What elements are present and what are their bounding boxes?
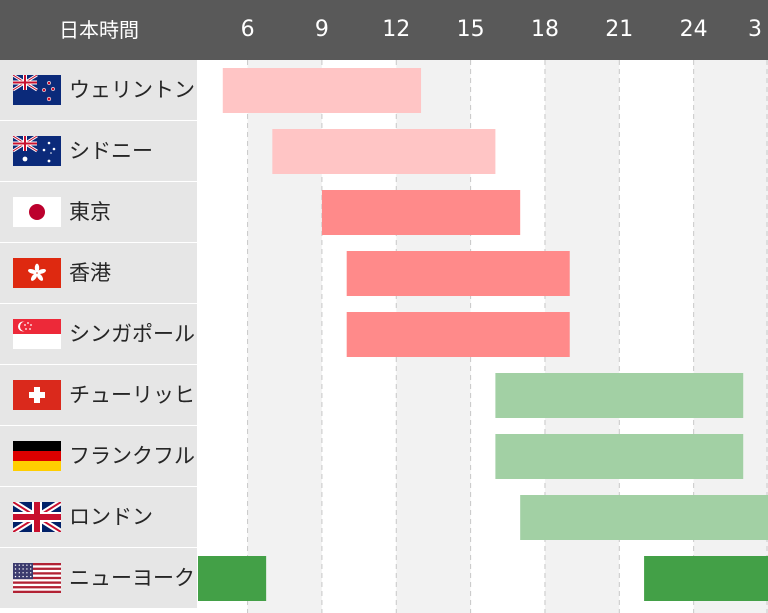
plot-area (198, 60, 768, 613)
time-axis-header: 日本時間 6 9 12 15 18 21 24 3 (0, 0, 768, 60)
city-row-label: ロンドン (0, 487, 197, 548)
city-row-label: フランクフルト (0, 426, 216, 487)
city-name: 東京 (69, 200, 111, 224)
grid-band (198, 60, 248, 613)
session-bar (495, 373, 744, 418)
city-row-label: チューリッヒ (0, 365, 197, 426)
city-row-label: シンガポール (0, 304, 197, 365)
usa-flag-icon (13, 563, 61, 593)
session-bar (520, 495, 768, 540)
city-name: シドニー (69, 139, 153, 163)
x-tick-label: 9 (314, 17, 329, 42)
singapore-flag-icon (13, 319, 61, 349)
city-row-label: 東京 (0, 182, 197, 243)
session-bar (198, 556, 267, 601)
x-tick-label: 18 (530, 17, 559, 42)
session-bar (272, 129, 496, 174)
header-title: 日本時間 (59, 18, 139, 42)
city-name: 香港 (69, 261, 111, 285)
x-tick-label: 15 (456, 17, 485, 42)
uk-flag-icon (13, 502, 61, 532)
japan-flag-icon (13, 197, 61, 227)
city-row-label: シドニー (0, 121, 197, 182)
x-tick-label: 21 (605, 17, 634, 42)
city-name: ロンドン (69, 505, 153, 529)
switzerland-flag-icon (13, 380, 61, 410)
x-tick-label: 3 (748, 17, 762, 42)
city-name: シンガポール (69, 322, 195, 346)
city-row-label: 香港 (0, 243, 197, 304)
new-zealand-flag-icon (13, 75, 61, 105)
city-name: ニューヨーク (69, 566, 195, 590)
session-bar (495, 434, 744, 479)
city-name: フランクフルト (69, 444, 216, 468)
session-bar (222, 68, 422, 113)
x-tick-label: 12 (382, 17, 411, 42)
x-tick-label: 6 (240, 17, 255, 42)
session-bar (346, 312, 570, 357)
city-name: チューリッヒ (69, 383, 195, 407)
hong-kong-flag-icon (13, 258, 61, 288)
x-tick-label: 24 (679, 17, 708, 42)
session-bar (346, 251, 570, 296)
session-bar (644, 556, 768, 601)
germany-flag-icon (13, 441, 61, 471)
australia-flag-icon (13, 136, 61, 166)
city-row-label: ニューヨーク (0, 548, 197, 609)
city-row-label: ウェリントン (0, 60, 197, 121)
city-name: ウェリントン (69, 78, 195, 102)
session-bar (321, 190, 521, 235)
